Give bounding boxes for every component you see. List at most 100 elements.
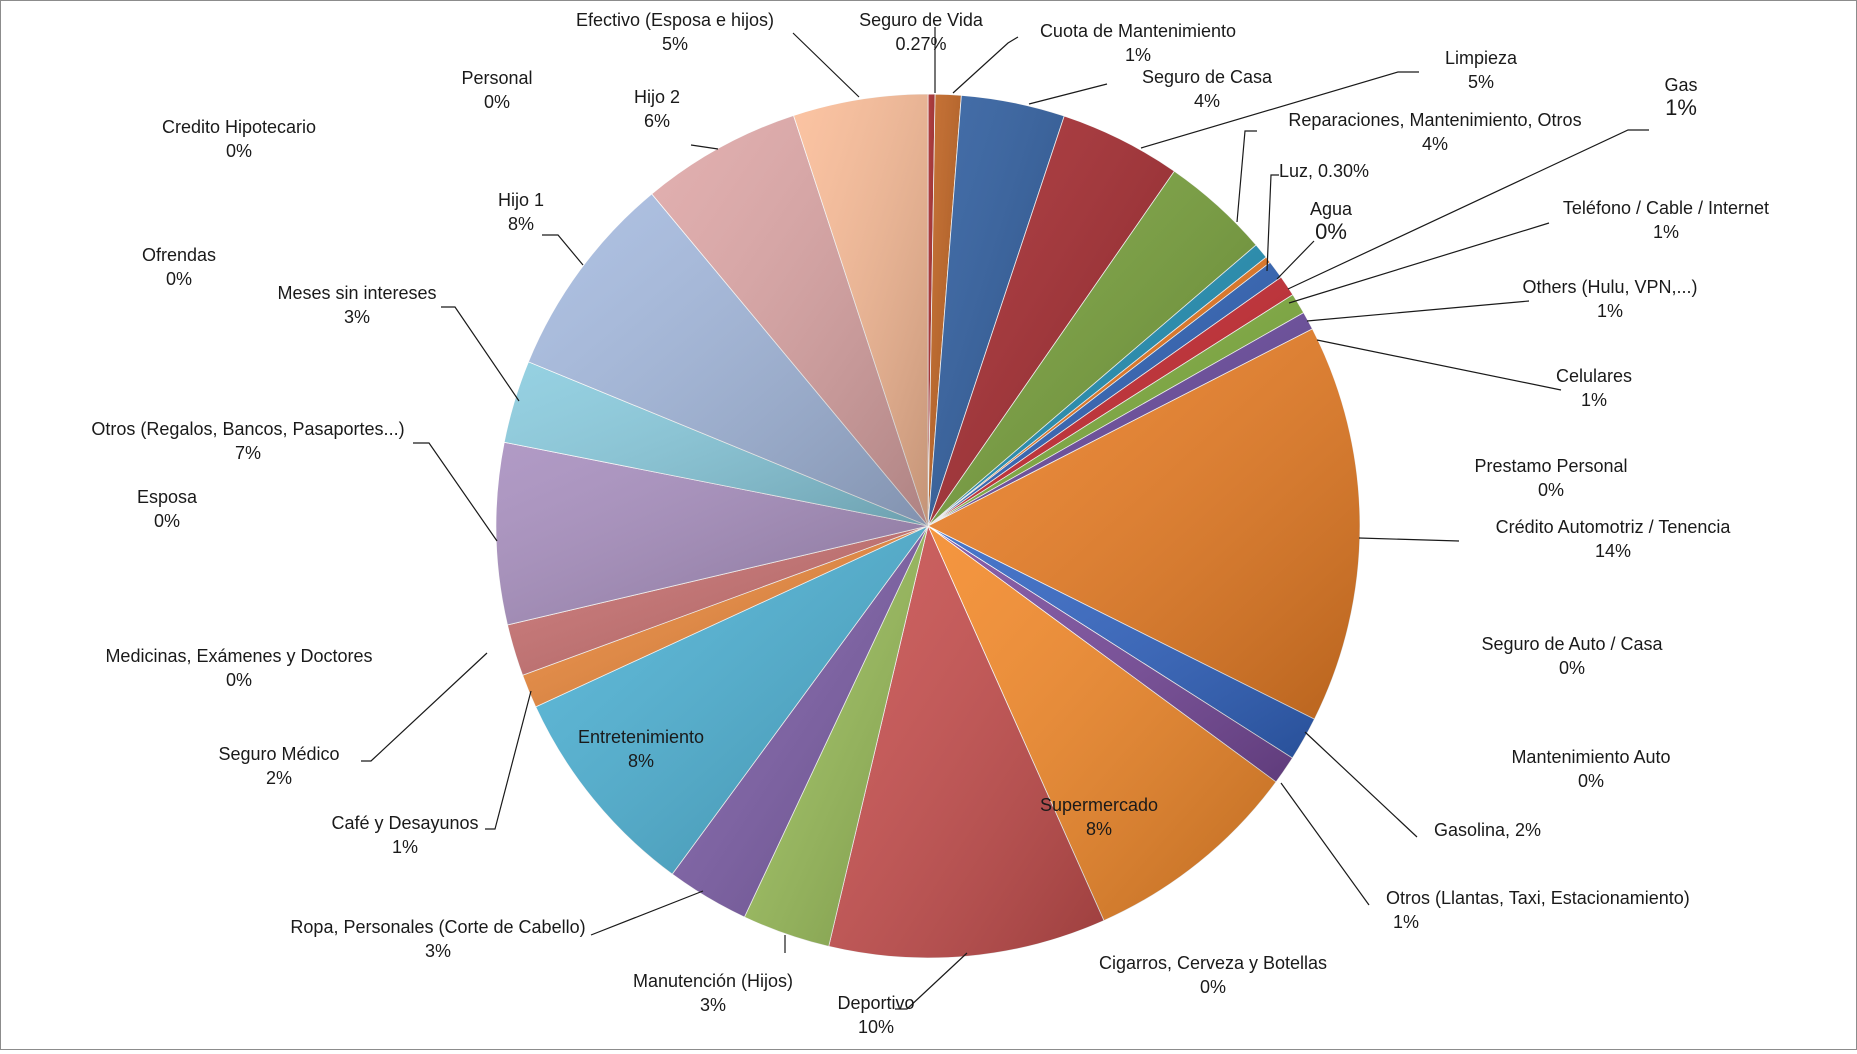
slice-label-reparaciones-mantenimiento-otros: Reparaciones, Mantenimiento, Otros xyxy=(1288,110,1581,130)
pie-slice-shade xyxy=(651,115,928,527)
leader-line xyxy=(1140,71,1419,149)
slice-value-limpieza: 5% xyxy=(1468,72,1494,92)
slice-label-cuota-de-mantenimiento: Cuota de Mantenimiento xyxy=(1040,21,1236,41)
slice-label-seguro-de-auto-casa: Seguro de Auto / Casa xyxy=(1481,634,1663,654)
slice-label-mantenimiento-auto: Mantenimiento Auto xyxy=(1511,747,1670,767)
pie-slice-shade xyxy=(504,361,928,526)
slice-value-prestamo-personal: 0% xyxy=(1538,480,1564,500)
slice-label-limpieza: Limpieza xyxy=(1445,48,1518,68)
slice-label-ropa-personales-corte-de-cabello: Ropa, Personales (Corte de Cabello) xyxy=(290,917,585,937)
leader-line xyxy=(441,306,520,402)
slice-label-agua: Agua xyxy=(1310,199,1353,219)
slice-label-cafe-y-desayunos: Café y Desayunos xyxy=(331,813,478,833)
pie-slice-shade xyxy=(928,328,1360,720)
leader-line xyxy=(1276,240,1315,280)
slice-label-ofrendas: Ofrendas xyxy=(142,245,216,265)
slice-value-seguro-de-vida: 0.27% xyxy=(895,34,946,54)
slice-label-deportivo: Deportivo xyxy=(837,993,914,1013)
slice-value-agua: 0% xyxy=(1315,219,1347,244)
slice-label-luz-0-30: Luz, 0.30% xyxy=(1279,161,1369,181)
leader-line xyxy=(361,652,488,762)
leader-line xyxy=(1280,782,1370,906)
slice-value-reparaciones-mantenimiento-otros: 4% xyxy=(1422,134,1448,154)
slice-label-prestamo-personal: Prestamo Personal xyxy=(1474,456,1627,476)
pie-slice-shade xyxy=(928,262,1282,526)
pie-slice-shade xyxy=(928,94,962,526)
slice-value-meses-sin-intereses: 3% xyxy=(344,307,370,327)
slice-value-medicinas-examenes-y-doctores: 0% xyxy=(226,670,252,690)
slice-label-medicinas-examenes-y-doctores: Medicinas, Exámenes y Doctores xyxy=(105,646,372,666)
leader-line xyxy=(1358,537,1460,542)
slice-value-seguro-de-casa: 4% xyxy=(1194,91,1220,111)
slice-value-others-hulu-vpn: 1% xyxy=(1597,301,1623,321)
slice-value-ofrendas: 0% xyxy=(166,269,192,289)
leader-line xyxy=(895,952,968,1010)
leader-line xyxy=(1236,130,1257,223)
pie-slice-shade xyxy=(793,94,928,526)
pie-slice-shade xyxy=(928,312,1313,526)
leader-line xyxy=(1316,339,1562,391)
slice-value-manutencion-hijos: 3% xyxy=(700,995,726,1015)
slice-label-cigarros-cerveza-y-botellas: Cigarros, Cerveza y Botellas xyxy=(1099,953,1327,973)
slice-label-esposa: Esposa xyxy=(137,487,198,507)
slice-value-telefono-cable-internet: 1% xyxy=(1653,222,1679,242)
slice-value-cuota-de-mantenimiento: 1% xyxy=(1125,45,1151,65)
leader-line xyxy=(1304,731,1418,838)
slice-value-cigarros-cerveza-y-botellas: 0% xyxy=(1200,977,1226,997)
leader-line xyxy=(1028,83,1108,105)
slice-label-efectivo-esposa-e-hijos: Efectivo (Esposa e hijos) xyxy=(576,10,774,30)
slice-value-efectivo-esposa-e-hijos: 5% xyxy=(662,34,688,54)
pie-slice-shade xyxy=(828,526,1104,958)
pie-slice-shade xyxy=(928,94,936,526)
slice-value-gas: 1% xyxy=(1665,95,1697,120)
slice-value-seguro-medico: 2% xyxy=(266,768,292,788)
slice-value-credito-hipotecario: 0% xyxy=(226,141,252,161)
pie-slice-shade xyxy=(928,526,1293,782)
pie-slice-shade xyxy=(928,277,1293,526)
leader-line xyxy=(1288,222,1550,304)
pie-slice-shade xyxy=(507,526,928,676)
slice-label-entretenimiento: Entretenimiento xyxy=(578,727,704,747)
slice-value-deportivo: 10% xyxy=(858,1017,894,1037)
slice-value-credito-automotriz-tenencia: 14% xyxy=(1595,541,1631,561)
leader-line xyxy=(690,144,719,150)
leader-line xyxy=(1287,129,1649,290)
slice-label-manutencion-hijos: Manutención (Hijos) xyxy=(633,971,793,991)
slice-label-seguro-medico: Seguro Médico xyxy=(218,744,339,764)
leader-line xyxy=(1266,174,1279,272)
slice-label-credito-hipotecario: Credito Hipotecario xyxy=(162,117,316,137)
pie-slice-shade xyxy=(928,95,1065,526)
slice-label-others-hulu-vpn: Others (Hulu, VPN,...) xyxy=(1522,277,1697,297)
slice-value-otros-llantas-taxi-estacionamiento: 1% xyxy=(1393,912,1419,932)
pie-slice-shade xyxy=(928,294,1304,526)
pie-slice-shade xyxy=(522,526,928,707)
leader-line xyxy=(952,36,1019,94)
pie-slice-shade xyxy=(528,193,928,526)
slice-label-celulares: Celulares xyxy=(1556,366,1632,386)
slice-label-hijo-1: Hijo 1 xyxy=(498,190,544,210)
pie-slice-shade xyxy=(535,526,928,875)
slice-label-otros-llantas-taxi-estacionamiento: Otros (Llantas, Taxi, Estacionamiento) xyxy=(1386,888,1690,908)
slice-label-hijo-2: Hijo 2 xyxy=(634,87,680,107)
slice-label-credito-automotriz-tenencia: Crédito Automotriz / Tenencia xyxy=(1496,517,1732,537)
slice-value-esposa: 0% xyxy=(154,511,180,531)
slice-value-personal: 0% xyxy=(484,92,510,112)
slice-label-otros-regalos-bancos-pasaportes: Otros (Regalos, Bancos, Pasaportes...) xyxy=(91,419,404,439)
pie-slice-shade xyxy=(744,526,928,947)
pie-slice-shade xyxy=(496,442,928,625)
slice-value-seguro-de-auto-casa: 0% xyxy=(1559,658,1585,678)
slice-value-otros-regalos-bancos-pasaportes: 7% xyxy=(235,443,261,463)
slice-label-seguro-de-vida: Seguro de Vida xyxy=(859,10,984,30)
leader-line xyxy=(542,234,584,266)
slice-value-celulares: 1% xyxy=(1581,390,1607,410)
pie-slice-shade xyxy=(928,526,1315,759)
pie-slice-shade xyxy=(928,244,1267,527)
slice-value-entretenimiento: 8% xyxy=(628,751,654,771)
slice-value-ropa-personales-corte-de-cabello: 3% xyxy=(425,941,451,961)
slice-label-telefono-cable-internet: Teléfono / Cable / Internet xyxy=(1563,198,1769,218)
pie-slice-shade xyxy=(928,171,1257,526)
slice-value-mantenimiento-auto: 0% xyxy=(1578,771,1604,791)
leader-line xyxy=(413,442,498,542)
slice-label-personal: Personal xyxy=(461,68,532,88)
